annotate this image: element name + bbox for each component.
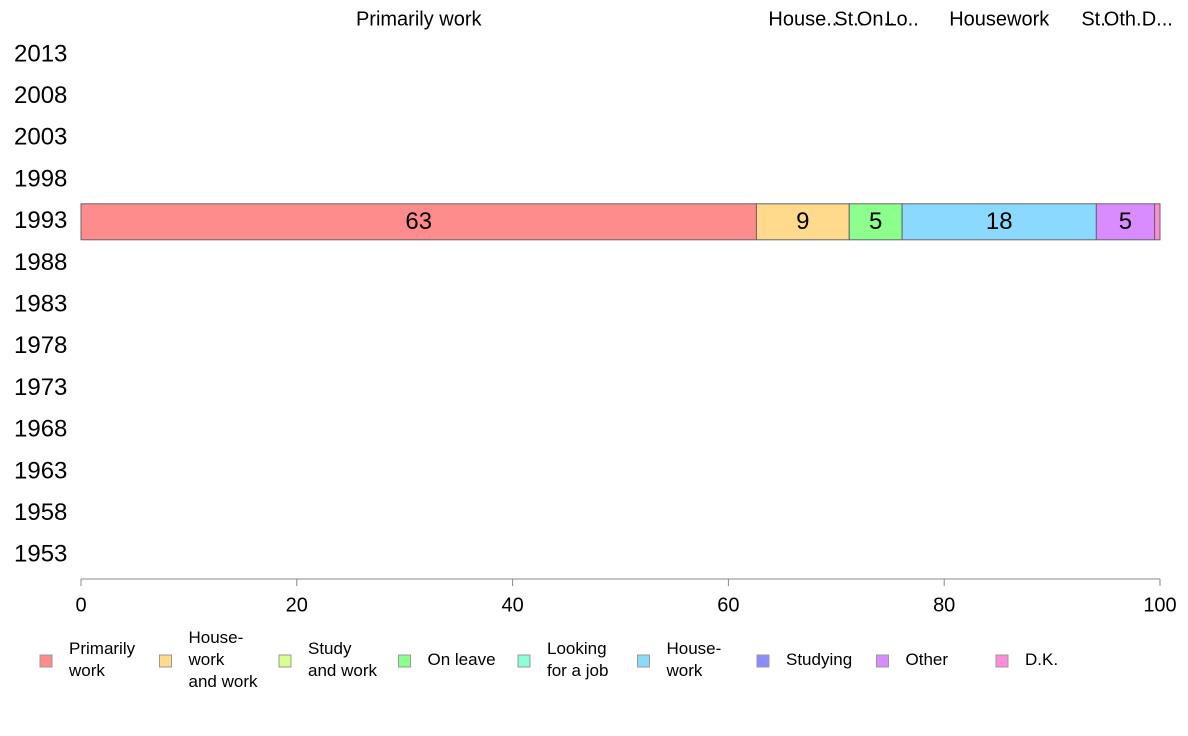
legend-label-on-leave: On leave: [428, 650, 496, 669]
y-tick-label-1973: 1973: [14, 374, 67, 401]
legend-label-primarily-work: Primarily work: [68, 639, 136, 680]
top-label-d-k: D...: [1142, 8, 1173, 30]
data-label-1993-primarily-work: 63: [405, 208, 432, 235]
legend-swatch-looking-for-a-job: [517, 654, 531, 668]
legend-label-line: Other: [906, 650, 949, 669]
top-category-labels: Primarily work House..St..On..Lo.. Housewo…: [356, 8, 1173, 30]
legend-label-studying: Studying: [786, 650, 852, 669]
bar-1993-house-work: [901, 203, 1097, 241]
legend-label-line: On leave: [428, 650, 496, 669]
legend-label-line: D.K.: [1025, 650, 1058, 669]
legend-swatch-house-work: [637, 654, 650, 668]
data-label-1993-house-work-and-work: 9: [796, 208, 809, 235]
data-label-1993-house-work: 18: [986, 208, 1013, 235]
y-tick-label-2003: 2003: [14, 124, 67, 151]
y-tick-label-1988: 1988: [14, 249, 67, 276]
x-axis: 0 20 40 60 80 100: [75, 578, 1177, 616]
legend-label-house-work-and-work: House-work and work: [188, 628, 258, 691]
y-tick-label-1983: 1983: [14, 291, 67, 318]
legend-label-line: for a job: [547, 661, 608, 680]
top-label-looking-for-a-job: Lo..: [885, 8, 918, 30]
legend-label-study-and-work: Study and work: [308, 639, 377, 680]
legend-label-line: work: [666, 661, 703, 680]
top-label-on-leave: On..: [857, 8, 895, 30]
legend-swatch-d-k: [995, 654, 1009, 668]
x-tick-label-0: 0: [75, 594, 86, 616]
legend-swatch-on-leave: [398, 654, 411, 668]
top-label-study-and-work: St..: [834, 8, 864, 30]
x-tick-label-40: 40: [501, 594, 523, 616]
legend-label-line: Looking: [547, 639, 607, 658]
legend-label-house-work: House-work: [666, 639, 722, 680]
legend-label-line: work: [188, 650, 225, 669]
legend-label-other: Other: [906, 650, 949, 669]
x-tick-label-20: 20: [286, 594, 308, 616]
y-axis-tick-labels: 2013 2008 2003 1998 1993 1988 1983 1978 1973 1968…: [14, 40, 67, 567]
y-tick-label-1963: 1963: [14, 457, 67, 484]
x-tick-label-80: 80: [933, 594, 955, 616]
x-tick-label-100: 100: [1143, 594, 1176, 616]
bar-1993-house-work-and-work: [755, 203, 850, 241]
legend-label-line: work: [68, 661, 105, 680]
legend-label-looking-for-a-job: Looking for a job: [547, 639, 608, 680]
legend-label-line: Study: [308, 639, 352, 658]
top-label-house-work: Housework: [949, 8, 1050, 30]
y-tick-label-1978: 1978: [14, 332, 67, 359]
legend-swatch-primarily-work: [39, 654, 53, 668]
data-label-1993-on-leave: 5: [869, 208, 882, 235]
y-tick-label-1993: 1993: [14, 207, 67, 234]
legend-label-line: and work: [189, 672, 258, 691]
legend-swatch-house-work-and-work: [159, 654, 172, 668]
legend-label-d-k: D.K.: [1025, 650, 1058, 669]
legend-label-line: Studying: [786, 650, 852, 669]
legend-label-line: Primarily: [69, 639, 136, 658]
data-label-1993-other: 5: [1119, 208, 1132, 235]
x-tick-label-60: 60: [717, 594, 739, 616]
legend-swatch-study-and-work: [278, 654, 292, 668]
bar-1993-primarily-work: [80, 203, 757, 241]
y-tick-label-2013: 2013: [14, 40, 67, 67]
top-label-primarily-work: Primarily work: [356, 8, 483, 30]
legend-label-line: and work: [308, 661, 377, 680]
y-tick-label-1968: 1968: [14, 416, 67, 443]
bars: 63 9 5 18 5: [80, 203, 1161, 241]
y-tick-label-1998: 1998: [14, 165, 67, 192]
y-tick-label-1958: 1958: [14, 499, 67, 526]
top-label-studying: St..: [1081, 8, 1111, 30]
top-label-other: Oth..: [1104, 8, 1147, 30]
top-label-house-work-and-work: House..: [768, 8, 837, 30]
y-tick-label-2008: 2008: [14, 82, 67, 109]
legend-label-line: House-: [667, 639, 722, 658]
y-tick-label-1953: 1953: [14, 541, 67, 568]
legend-swatch-other: [876, 654, 889, 668]
legend-label-line: House-: [189, 628, 244, 647]
bar-1993-other: [1095, 203, 1156, 241]
bar-1993-d-k: [1154, 203, 1161, 241]
legend-swatch-studying: [756, 654, 770, 668]
bar-1993-on-leave: [848, 203, 903, 241]
